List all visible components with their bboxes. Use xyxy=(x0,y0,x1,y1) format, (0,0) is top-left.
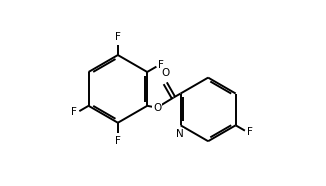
Text: O: O xyxy=(153,103,161,113)
Text: F: F xyxy=(158,60,164,70)
Text: F: F xyxy=(115,136,121,146)
Text: F: F xyxy=(115,32,121,42)
Text: O: O xyxy=(161,68,170,78)
Text: F: F xyxy=(247,127,253,137)
Text: N: N xyxy=(176,129,184,139)
Text: F: F xyxy=(71,107,77,117)
